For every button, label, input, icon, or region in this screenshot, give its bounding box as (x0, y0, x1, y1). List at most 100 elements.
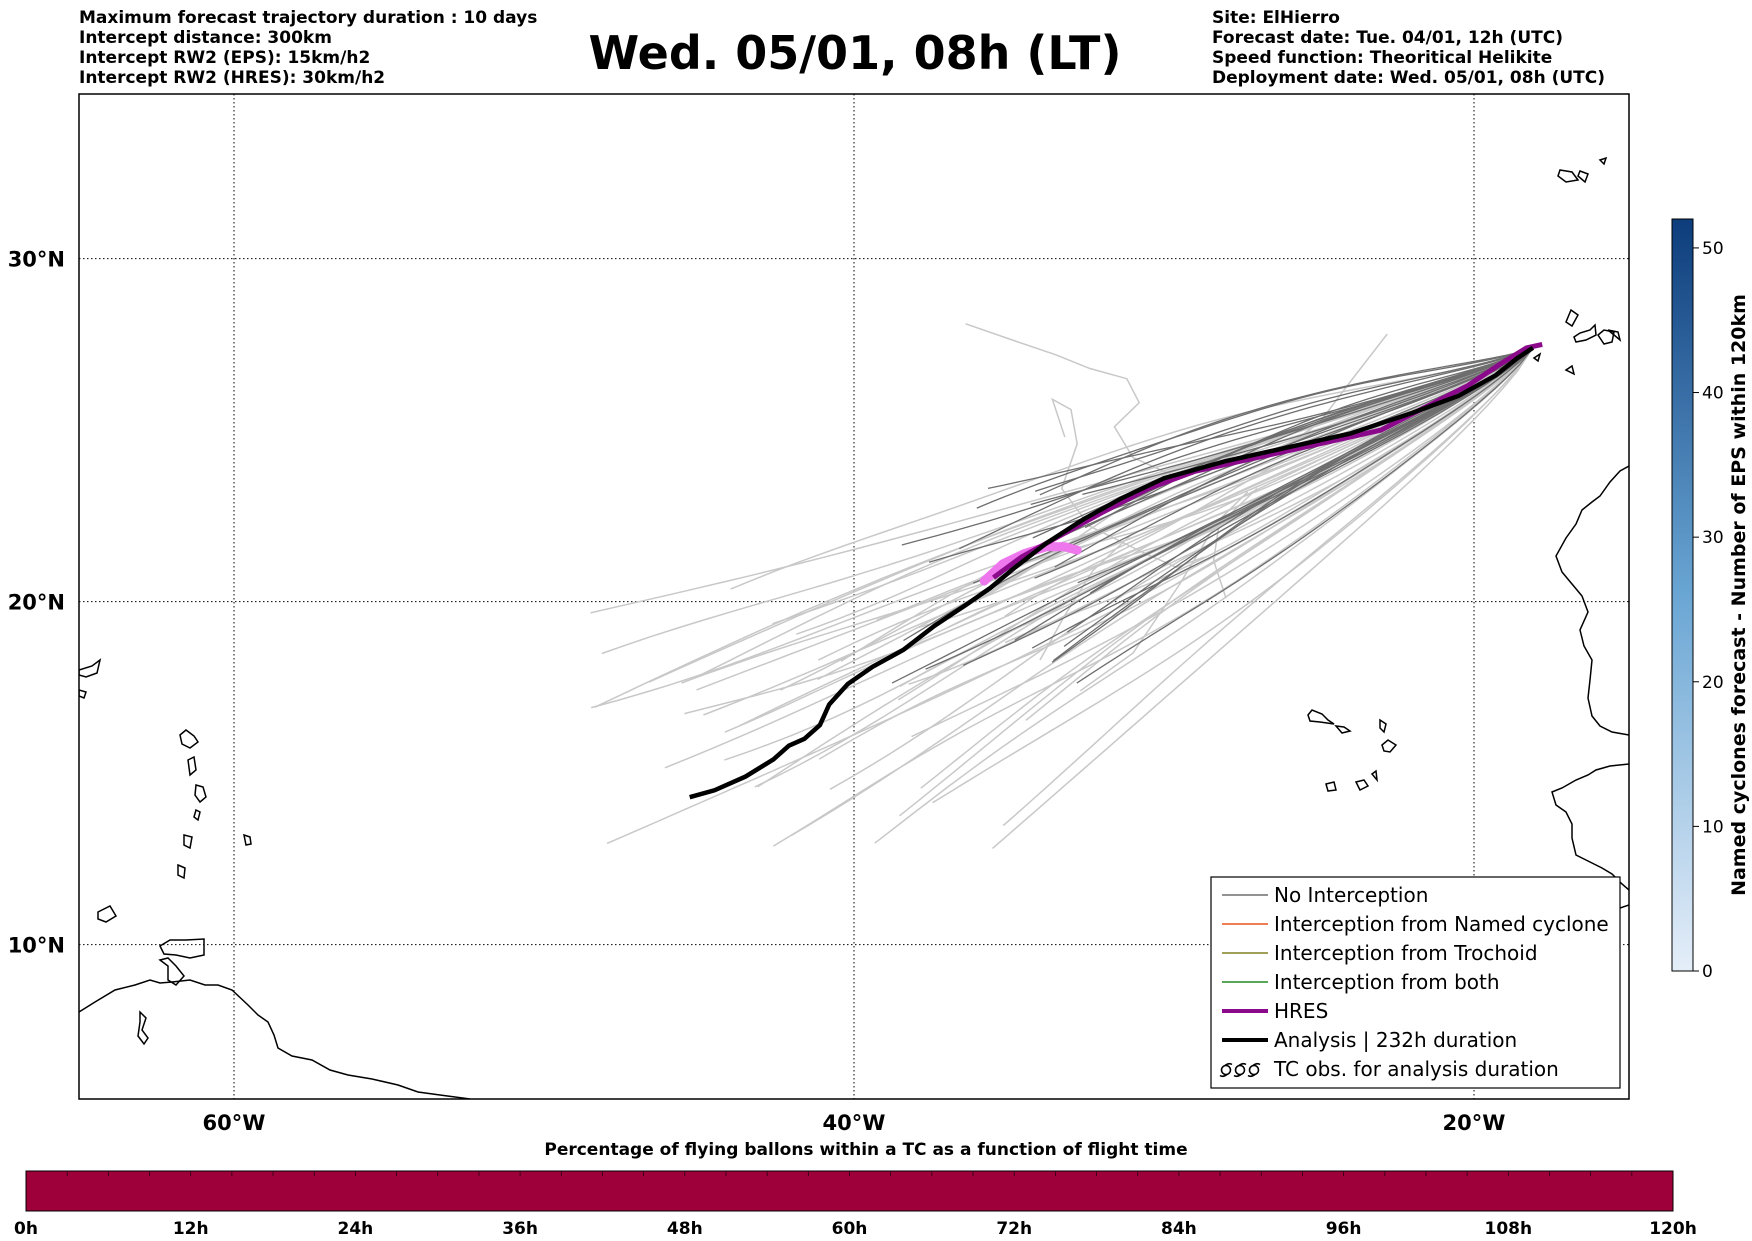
eps-member-track (932, 347, 1534, 804)
coastline-segment (1598, 156, 1608, 166)
legend-box (1210, 876, 1621, 1089)
legend-label: HRES (1274, 999, 1328, 1023)
forecast-parameters: Maximum forecast trajectory duration : 1… (79, 8, 537, 88)
intercept-distance: Intercept distance: 300km (79, 28, 332, 48)
flight-time-colorbar-title: Percentage of flying ballons within a TC… (544, 1140, 1187, 1160)
coastline-segment (137, 1010, 149, 1046)
eps-member-track (664, 347, 1534, 769)
analysis-track (689, 345, 1535, 800)
deployment-date: Deployment date: Wed. 05/01, 08h (UTC) (1212, 68, 1606, 88)
flight-time-tick-label: 72h (996, 1219, 1032, 1239)
colorbar-title: Named cyclones forecast - Number of EPS … (1728, 294, 1750, 896)
intercept-rw2-eps: Intercept RW2 (EPS): 15km/h2 (79, 48, 371, 68)
legend-label: TC obs. for analysis duration (1273, 1057, 1559, 1081)
colorbar-tick-label: 30 (1702, 528, 1724, 548)
legend-item: HRES (1222, 999, 1328, 1023)
site-info: Site: ElHierro Forecast date: Tue. 04/01… (1212, 8, 1605, 88)
eps-member-track (911, 347, 1534, 738)
coastline-segment (1334, 725, 1352, 734)
legend-label: Interception from Trochoid (1274, 941, 1538, 965)
coastline-segment (187, 755, 197, 777)
coastline-segment (1532, 352, 1542, 363)
colorbar-tick-label: 40 (1702, 384, 1724, 404)
no-interception-track (901, 347, 1534, 546)
longitude-labels: 60°W 40°W 20°W (203, 1111, 1506, 1135)
no-interception-track (963, 347, 1534, 666)
coastline-segment (1607, 329, 1622, 343)
legend-item: No Interception (1222, 883, 1428, 907)
coastline-segment (1597, 329, 1615, 345)
no-interception-track (1034, 347, 1534, 492)
latitude-label: 20°N (8, 591, 65, 615)
colorbar-gradient (1671, 218, 1694, 972)
flight-time-tick-label: 108h (1485, 1219, 1533, 1239)
flight-time-colorbar: Percentage of flying ballons within a TC… (14, 1140, 1697, 1239)
coastline-segment (1379, 718, 1387, 734)
eps-member-track (1002, 347, 1534, 827)
latitude-label: 30°N (8, 248, 65, 272)
coastline-segment (243, 833, 252, 846)
eps-member-track (790, 347, 1534, 837)
legend-item: TC obs. for analysis duration (1219, 1057, 1559, 1081)
longitude-label: 60°W (203, 1111, 266, 1135)
eps-member-track (1145, 552, 1205, 569)
legend-label: No Interception (1274, 883, 1428, 907)
eps-member-track (1278, 333, 1388, 452)
max-trajectory-duration: Maximum forecast trajectory duration : 1… (79, 8, 538, 28)
legend-item: Analysis | 232h duration (1222, 1028, 1517, 1052)
flight-time-tick-label: 48h (667, 1219, 703, 1239)
legend-label: Analysis | 232h duration (1274, 1028, 1517, 1052)
eps-member-track (829, 347, 1534, 790)
no-interception-track (1077, 347, 1534, 528)
colorbar-tick-label: 20 (1702, 673, 1724, 693)
coastline-segment (1555, 465, 1629, 736)
flight-time-tick-label: 0h (14, 1219, 38, 1239)
coastline-segment (193, 808, 201, 822)
no-interception-track (1063, 347, 1534, 647)
coastline-segment (158, 957, 185, 986)
latitude-label: 10°N (8, 934, 65, 958)
coastline-segment (179, 729, 200, 749)
eps-member-track (965, 323, 1180, 479)
map-area (79, 94, 1629, 1099)
legend-item: Interception from Trochoid (1222, 941, 1538, 965)
coastline-segment (1565, 308, 1579, 328)
flight-time-tick-label: 120h (1649, 1219, 1697, 1239)
coastlines (79, 156, 1629, 1099)
intercept-rw2-hres: Intercept RW2 (HRES): 30km/h2 (79, 68, 386, 88)
eps-member-track (840, 347, 1534, 662)
colorbar-tick-label: 50 (1702, 239, 1724, 259)
coastline-segment (1573, 323, 1597, 343)
coastline-segment (79, 979, 471, 1099)
no-interception-track (976, 347, 1534, 509)
no-interception-track (1076, 347, 1534, 684)
no-interception-track (1039, 347, 1534, 496)
no-interception-track (1054, 347, 1534, 568)
eps-member-track (1051, 397, 1146, 555)
no-interception-track (1082, 347, 1534, 496)
coastline-segment (1564, 364, 1576, 376)
eps-member-track (992, 347, 1534, 849)
legend: No Interception Interception from Named c… (1210, 876, 1621, 1089)
flight-time-tick-label: 12h (173, 1219, 209, 1239)
flight-time-tick-label: 96h (1326, 1219, 1362, 1239)
flight-time-tick-label: 84h (1161, 1219, 1197, 1239)
coastline-segment (194, 784, 207, 804)
legend-label: Interception from Named cyclone (1274, 912, 1609, 936)
eps-ensemble-trajectories (590, 323, 1534, 849)
no-interception-track (959, 347, 1534, 550)
flight-time-tick-label: 24h (338, 1219, 374, 1239)
coastline-segment (1381, 739, 1398, 753)
eps-member-track (590, 347, 1534, 614)
no-interception-track (891, 347, 1534, 684)
eps-member-track (874, 347, 1534, 844)
page-title: Wed. 05/01, 08h (LT) (588, 26, 1122, 80)
coastline-segment (1354, 779, 1370, 792)
no-interception-track (1024, 347, 1534, 555)
no-interception-track (1031, 347, 1534, 649)
longitude-label: 40°W (823, 1111, 886, 1135)
legend-item: Interception from Named cyclone (1222, 912, 1609, 936)
colorbar-tick-label: 0 (1702, 962, 1713, 982)
legend-label: Interception from both (1274, 970, 1500, 994)
